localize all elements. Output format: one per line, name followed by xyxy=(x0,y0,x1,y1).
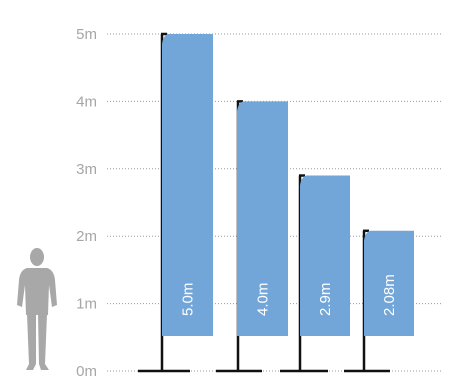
flag-1: 5.0m xyxy=(160,32,213,371)
human-figure-icon xyxy=(17,248,57,370)
y-tick-label: 4m xyxy=(76,93,97,110)
flag-bar xyxy=(162,34,213,336)
y-axis-ticks: 0m 1m 2m 3m 4m 5m xyxy=(76,26,97,377)
flag-height-label: 2.9m xyxy=(317,283,334,316)
y-tick-label: 2m xyxy=(76,228,97,245)
flag-4: 2.08m xyxy=(362,229,414,371)
flag-bar xyxy=(364,230,414,336)
flag-bar xyxy=(300,175,350,336)
y-tick-label: 5m xyxy=(76,26,97,43)
flag-height-label: 5.0m xyxy=(180,283,197,316)
flag-height-label: 2.08m xyxy=(381,274,398,316)
flag-height-label: 4.0m xyxy=(255,283,272,316)
y-tick-label: 1m xyxy=(76,296,97,313)
flag-group: 5.0m 4.0m 2.9m 2.08m xyxy=(160,32,414,371)
y-tick-label: 3m xyxy=(76,161,97,178)
flag-bar xyxy=(237,101,288,337)
y-tick-label: 0m xyxy=(76,363,97,377)
flag-2: 4.0m xyxy=(236,100,288,371)
flag-3: 2.9m xyxy=(298,174,350,371)
